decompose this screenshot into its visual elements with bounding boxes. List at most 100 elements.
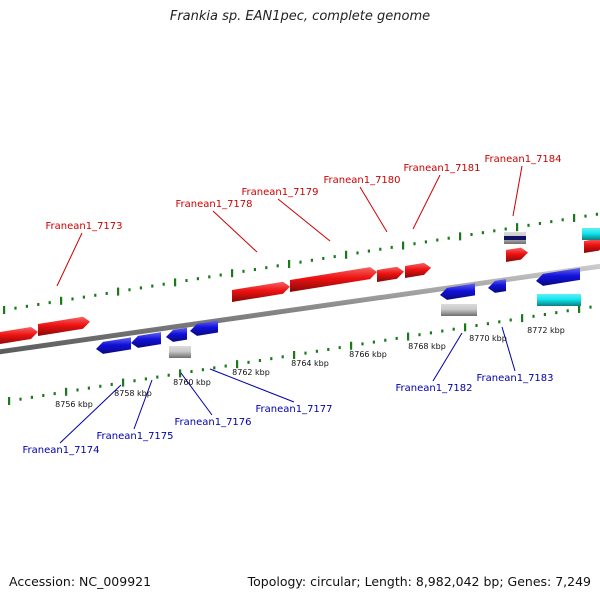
upper-tick xyxy=(436,238,439,242)
lower-tick xyxy=(384,338,387,342)
reverse-gene xyxy=(96,337,131,354)
upper-tick xyxy=(14,306,17,310)
forward-leader xyxy=(212,210,258,253)
upper-tick xyxy=(139,286,142,290)
topology-text: Topology: circular; Length: 8,982,042 bp… xyxy=(247,574,591,589)
lower-tick xyxy=(452,327,455,331)
forward-label: Franean1_7180 xyxy=(323,175,400,186)
lower-tick xyxy=(19,397,22,401)
upper-tick xyxy=(253,267,256,271)
reverse-label: Franean1_7175 xyxy=(96,431,173,442)
upper-tick-track xyxy=(3,212,598,314)
gene-track xyxy=(0,228,600,358)
upper-tick xyxy=(333,255,336,259)
lower-tick xyxy=(144,377,147,381)
lower-tick xyxy=(110,382,113,386)
reverse-leader xyxy=(432,332,463,382)
upper-tick xyxy=(481,231,484,235)
lower-tick xyxy=(304,351,307,355)
lower-tick xyxy=(372,340,375,344)
reverse-label: Franean1_7182 xyxy=(395,383,472,394)
scale-label: 8762 kbp xyxy=(232,368,270,377)
reverse-label: Franean1_7183 xyxy=(476,373,553,384)
lower-tick xyxy=(281,355,284,359)
lower-tick xyxy=(589,305,592,309)
lower-tick xyxy=(42,393,45,397)
leader-lines xyxy=(56,165,523,444)
lower-tick xyxy=(270,357,273,361)
forward-leader xyxy=(359,186,388,233)
forward-label: Franean1_7179 xyxy=(241,187,318,198)
lower-tick xyxy=(213,366,216,370)
lower-tick xyxy=(179,369,182,378)
accession-text: Accession: NC_009921 xyxy=(9,574,152,589)
scale-label: 8756 kbp xyxy=(55,400,93,409)
reverse-leader xyxy=(209,368,295,403)
forward-gene xyxy=(584,238,600,253)
lower-tick xyxy=(315,349,318,353)
upper-tick xyxy=(242,269,245,273)
reverse-gene xyxy=(190,320,218,336)
lower-tick xyxy=(521,314,524,323)
reverse-leader xyxy=(59,384,122,444)
genome-backbone xyxy=(0,263,600,355)
forward-gene xyxy=(0,327,38,345)
lower-tick xyxy=(361,342,364,346)
lower-tick xyxy=(395,336,398,340)
lower-tick xyxy=(190,370,193,374)
upper-tick xyxy=(550,220,553,224)
upper-tick xyxy=(527,223,530,227)
upper-tick xyxy=(470,233,473,237)
upper-tick xyxy=(82,295,85,299)
lower-tick xyxy=(122,378,125,387)
upper-tick xyxy=(310,258,313,262)
upper-tick xyxy=(322,256,325,260)
upper-tick xyxy=(94,293,97,297)
scale-label: 8768 kbp xyxy=(408,342,446,351)
upper-tick xyxy=(105,291,108,295)
lower-tick xyxy=(65,387,68,396)
upper-tick xyxy=(219,273,222,277)
lower-tick xyxy=(247,360,250,364)
upper-tick xyxy=(25,304,28,308)
upper-tick xyxy=(174,278,177,287)
lower-tick xyxy=(236,360,239,369)
reverse-label: Franean1_7174 xyxy=(22,445,99,456)
upper-tick xyxy=(516,223,519,232)
gene-block xyxy=(504,236,526,240)
upper-tick xyxy=(356,251,359,255)
upper-tick xyxy=(367,249,370,253)
upper-tick xyxy=(288,259,291,268)
lower-tick xyxy=(53,392,56,396)
forward-gene xyxy=(232,281,290,302)
lower-tick xyxy=(258,358,261,362)
forward-gene xyxy=(290,267,377,292)
reverse-label: Franean1_7177 xyxy=(255,404,332,415)
lower-tick xyxy=(293,350,296,359)
gene-block xyxy=(537,294,581,306)
upper-tick xyxy=(561,218,564,222)
upper-tick xyxy=(345,250,348,259)
upper-tick xyxy=(3,306,6,314)
lower-tick xyxy=(133,379,136,383)
lower-tick xyxy=(429,331,432,335)
upper-tick xyxy=(185,279,188,283)
lower-tick xyxy=(407,332,410,341)
reverse-leader xyxy=(501,326,516,372)
lower-tick xyxy=(486,322,489,326)
gene-block xyxy=(582,228,600,240)
upper-tick xyxy=(276,264,279,268)
upper-tick xyxy=(117,287,120,296)
scale-label: 8760 kbp xyxy=(173,378,211,387)
lower-tick xyxy=(509,318,512,322)
upper-tick xyxy=(231,269,234,278)
forward-label: Franean1_7184 xyxy=(484,154,561,165)
lower-tick xyxy=(87,386,90,390)
map-title: Frankia sp. EAN1pec, complete genome xyxy=(169,9,431,24)
forward-leader xyxy=(412,174,441,230)
lower-tick-track xyxy=(8,304,592,405)
lower-tick xyxy=(578,304,581,313)
lower-tick xyxy=(338,346,341,350)
upper-tick xyxy=(504,227,507,231)
